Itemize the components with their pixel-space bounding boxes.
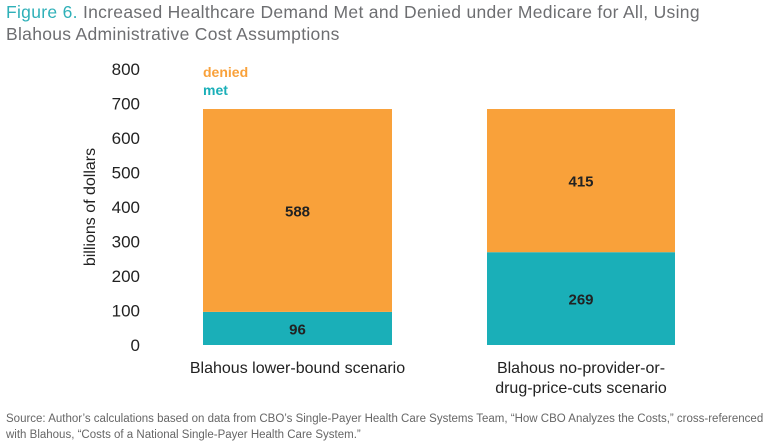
x-tick-label: drug-price-cuts scenario bbox=[495, 380, 667, 397]
legend-met: met bbox=[203, 82, 228, 98]
source-note: Source: Author’s calculations based on d… bbox=[6, 413, 764, 441]
title-text: Increased Healthcare Demand Met and Deni… bbox=[6, 2, 700, 44]
data-label-denied: 588 bbox=[285, 203, 310, 220]
y-tick-label: 200 bbox=[112, 267, 140, 286]
data-label-met: 96 bbox=[289, 321, 306, 338]
data-label-denied: 415 bbox=[568, 174, 593, 191]
y-tick-label: 700 bbox=[112, 95, 140, 114]
stacked-bar-chart: 0 100 200 300 400 500 600 700 800 billions of dol… bbox=[82, 60, 675, 397]
bar-met bbox=[487, 252, 675, 345]
chart-title: Figure 6. Increased Healthcare Demand Me… bbox=[6, 1, 768, 45]
legend-denied: denied bbox=[203, 64, 248, 80]
y-tick-label: 300 bbox=[112, 233, 140, 252]
y-tick-label: 500 bbox=[112, 164, 140, 183]
y-tick-label: 0 bbox=[131, 336, 140, 355]
bar-met bbox=[203, 311, 392, 345]
y-tick-label: 100 bbox=[112, 302, 140, 321]
y-tick-label: 800 bbox=[112, 60, 140, 79]
bar-denied bbox=[487, 109, 675, 253]
figure-label: Figure 6. bbox=[6, 2, 78, 22]
data-label-met: 269 bbox=[568, 292, 593, 309]
y-axis-label: billions of dollars bbox=[82, 148, 99, 266]
x-tick-label: Blahous lower-bound scenario bbox=[190, 360, 405, 377]
x-tick-label: Blahous no-provider-or- bbox=[497, 360, 665, 377]
y-tick-label: 600 bbox=[112, 129, 140, 148]
y-tick-label: 400 bbox=[112, 198, 140, 217]
bar-denied bbox=[203, 109, 392, 312]
